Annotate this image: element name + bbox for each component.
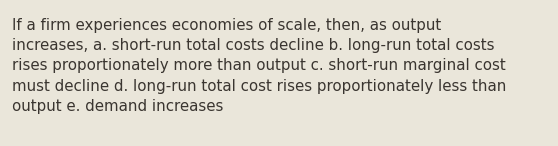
Text: If a firm experiences economies of scale, then, as output
increases, a. short-ru: If a firm experiences economies of scale… bbox=[12, 18, 507, 114]
